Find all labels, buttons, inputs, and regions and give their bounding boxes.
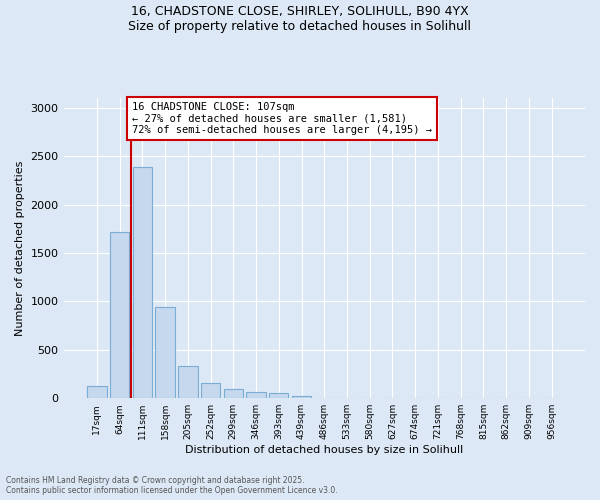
Y-axis label: Number of detached properties: Number of detached properties — [15, 160, 25, 336]
Text: 16 CHADSTONE CLOSE: 107sqm
← 27% of detached houses are smaller (1,581)
72% of s: 16 CHADSTONE CLOSE: 107sqm ← 27% of deta… — [132, 102, 432, 135]
Bar — [269, 394, 289, 398]
Text: Contains HM Land Registry data © Crown copyright and database right 2025.
Contai: Contains HM Land Registry data © Crown c… — [6, 476, 338, 495]
Bar — [292, 396, 311, 398]
Bar — [110, 232, 130, 398]
Bar — [201, 383, 220, 398]
Bar — [133, 167, 152, 398]
Bar — [87, 386, 107, 398]
Bar — [178, 366, 197, 398]
Bar — [247, 392, 266, 398]
Text: 16, CHADSTONE CLOSE, SHIRLEY, SOLIHULL, B90 4YX
Size of property relative to det: 16, CHADSTONE CLOSE, SHIRLEY, SOLIHULL, … — [128, 5, 472, 33]
X-axis label: Distribution of detached houses by size in Solihull: Distribution of detached houses by size … — [185, 445, 463, 455]
Bar — [224, 390, 243, 398]
Bar — [155, 307, 175, 398]
